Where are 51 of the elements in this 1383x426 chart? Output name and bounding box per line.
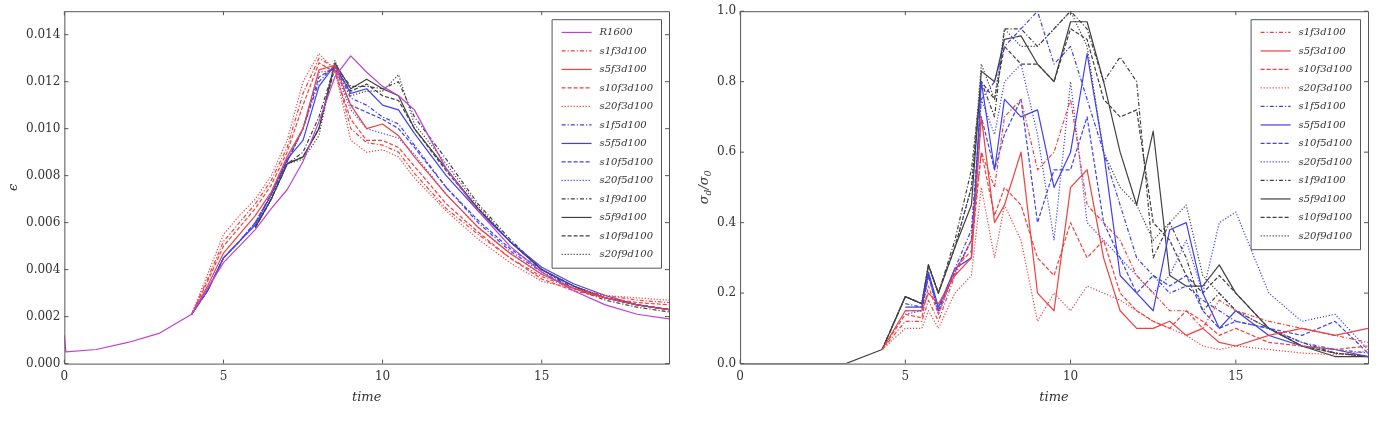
- y-tick-label: 0.000: [25, 355, 61, 370]
- y-axis-title: ϵ: [5, 183, 21, 192]
- y-tick-label: 0.010: [25, 120, 61, 135]
- legend-label: s1f5d100: [599, 118, 648, 130]
- x-tick-label: 0: [736, 368, 744, 383]
- legend-label: s20f9d100: [1298, 229, 1353, 241]
- legend-label: s20f5d100: [1298, 155, 1353, 167]
- x-tick-label: 5: [219, 368, 228, 383]
- y-tick-label: 0.4: [716, 214, 737, 229]
- y-tick-label: 0.0: [716, 355, 737, 370]
- legend-label: s1f9d100: [1298, 174, 1347, 186]
- legend-label: s20f3d100: [1298, 81, 1353, 93]
- legend-label: s1f3d100: [1298, 26, 1347, 38]
- x-tick-label: 5: [901, 368, 910, 383]
- x-tick-label: 10: [1062, 368, 1079, 383]
- legend-label: s5f9d100: [1298, 192, 1347, 204]
- y-tick-label: 0.014: [25, 26, 61, 41]
- legend-label: s10f3d100: [1298, 63, 1353, 75]
- legend-label: s5f9d100: [599, 211, 648, 223]
- x-axis-title: time: [351, 388, 382, 404]
- y-tick-label: 0.012: [25, 73, 61, 88]
- y-tick-label: 0.006: [25, 214, 61, 229]
- legend-label: s20f9d100: [599, 248, 654, 260]
- legend-label: s10f5d100: [599, 155, 654, 167]
- x-tick-label: 0: [60, 368, 69, 383]
- y-tick-label: 1.0: [716, 3, 737, 18]
- legend-label: s5f3d100: [599, 63, 648, 75]
- legend-label: R1600: [598, 26, 634, 38]
- legend-label: s20f3d100: [599, 100, 654, 112]
- y-tick-label: 0.6: [716, 144, 737, 159]
- legend-label: s5f5d100: [1298, 118, 1347, 130]
- legend-label: s1f5d100: [1298, 100, 1347, 112]
- y-tick-label: 0.002: [25, 308, 61, 323]
- legend-label: s5f3d100: [1298, 44, 1347, 56]
- legend-label: s10f3d100: [599, 81, 654, 93]
- y-tick-label: 0.2: [716, 285, 737, 300]
- legend-label: s10f9d100: [599, 229, 654, 241]
- x-tick-label: 15: [534, 368, 550, 383]
- y-axis-title: σd/σ0: [696, 170, 714, 205]
- y-tick-label: 0.004: [25, 261, 61, 276]
- y-tick-label: 0.8: [716, 73, 737, 88]
- y-tick-label: 0.008: [25, 167, 61, 182]
- legend-label: s1f9d100: [599, 192, 648, 204]
- x-tick-label: 10: [374, 368, 391, 383]
- legend-label: s1f3d100: [599, 44, 648, 56]
- x-tick-label: 15: [1228, 368, 1244, 383]
- x-axis-title: time: [1039, 388, 1070, 404]
- legend-label: s5f5d100: [599, 137, 648, 149]
- legend-label: s20f5d100: [599, 174, 654, 186]
- legend-label: s10f5d100: [1298, 137, 1353, 149]
- legend-label: s10f9d100: [1298, 211, 1353, 223]
